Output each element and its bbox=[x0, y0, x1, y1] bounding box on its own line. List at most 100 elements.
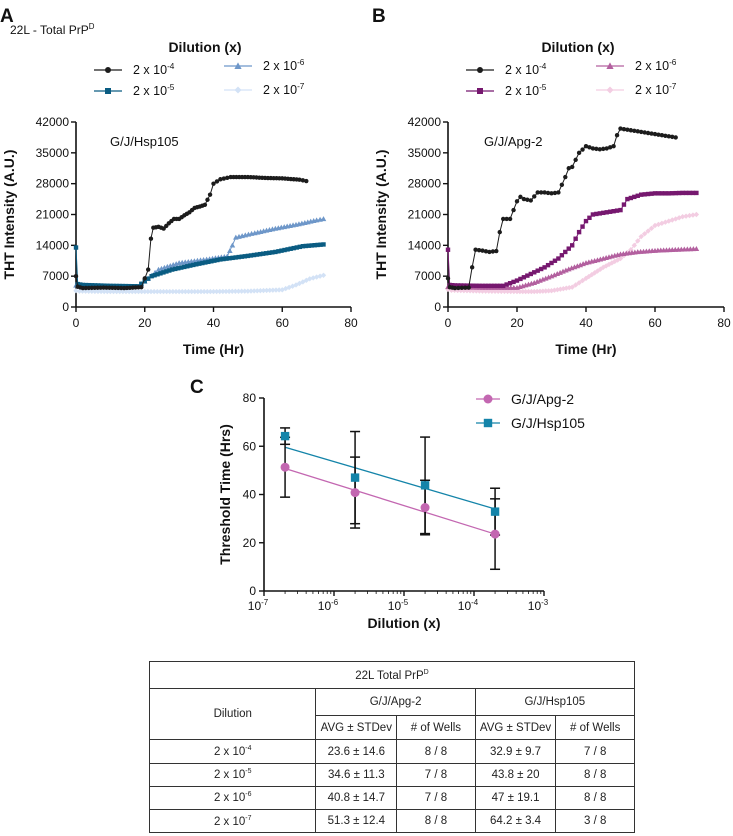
data-point bbox=[245, 288, 251, 294]
data-point bbox=[542, 190, 547, 195]
data-point bbox=[690, 190, 696, 196]
data-point bbox=[163, 288, 170, 295]
series-m7 bbox=[445, 211, 700, 295]
data-point bbox=[486, 288, 492, 294]
data-point bbox=[188, 263, 193, 268]
data-point bbox=[656, 132, 661, 137]
x-tick-label: 10-6 bbox=[318, 598, 339, 613]
table-cell: 47 ± 19.1 bbox=[474, 785, 557, 810]
legend-label: 2 x 10-6 bbox=[635, 58, 677, 73]
x-tick-label: 60 bbox=[276, 316, 290, 330]
legend-label: G/J/Hsp105 bbox=[511, 415, 585, 431]
data-point bbox=[83, 282, 89, 288]
table-cell: 7 / 8 bbox=[396, 762, 476, 787]
y-tick-label: 7000 bbox=[42, 269, 69, 283]
panel-b: B Dilution (x) 2 x 10-4 2 x 10-5 2 x 10-6 2 x… bbox=[372, 6, 731, 357]
data-point bbox=[254, 252, 260, 257]
legend-label: 2 x 10-6 bbox=[263, 58, 305, 73]
data-point bbox=[632, 194, 637, 200]
data-point bbox=[158, 271, 163, 276]
data-point bbox=[123, 283, 128, 289]
data-point bbox=[82, 288, 89, 294]
legend-entry: 2 x 10-4 bbox=[466, 62, 547, 77]
table-row: 2 x 10-7 51.3 ± 12.4 8 / 8 64.2 ± 3.4 3 … bbox=[148, 808, 635, 834]
data-point bbox=[167, 268, 172, 273]
y-tick-label: 21000 bbox=[408, 208, 442, 222]
data-point bbox=[264, 251, 269, 256]
legend-label: 2 x 10-7 bbox=[263, 82, 305, 97]
data-point bbox=[556, 256, 561, 261]
data-point bbox=[625, 127, 630, 132]
data-point bbox=[210, 288, 217, 295]
y-tick-label: 0 bbox=[249, 584, 256, 598]
data-point bbox=[95, 288, 101, 295]
data-point bbox=[670, 191, 675, 196]
data-point bbox=[318, 242, 323, 247]
data-point bbox=[276, 287, 282, 293]
data-point bbox=[167, 288, 173, 295]
data-point bbox=[614, 208, 620, 213]
legend-label: G/J/Apg-2 bbox=[511, 391, 574, 407]
data-point bbox=[563, 285, 569, 291]
data-point bbox=[303, 243, 309, 249]
table-header-apg: G/J/Apg-2 bbox=[315, 688, 476, 717]
data-point bbox=[132, 288, 139, 295]
data-point bbox=[580, 224, 585, 229]
data-point bbox=[525, 288, 532, 295]
data-point bbox=[635, 238, 641, 244]
table-cell: 8 / 8 bbox=[555, 785, 635, 810]
data-point bbox=[218, 257, 223, 262]
data-point bbox=[601, 146, 606, 152]
data-point bbox=[95, 283, 101, 288]
x-tick-label: 60 bbox=[648, 316, 662, 330]
data-point bbox=[521, 196, 527, 202]
table-cell: 51.3 ± 12.4 bbox=[315, 808, 398, 834]
data-point bbox=[420, 481, 430, 490]
data-point bbox=[645, 130, 651, 136]
data-point bbox=[179, 265, 184, 270]
data-point bbox=[528, 288, 535, 295]
panel-title: G/J/Apg-2 bbox=[484, 134, 543, 149]
data-point bbox=[320, 216, 327, 222]
legend-entry: 2 x 10-7 bbox=[224, 82, 305, 97]
data-point bbox=[511, 279, 516, 285]
data-point bbox=[221, 256, 226, 262]
data-point bbox=[466, 285, 471, 290]
legend-label: 2 x 10-5 bbox=[133, 83, 175, 98]
data-point bbox=[232, 288, 239, 295]
data-point bbox=[89, 283, 95, 288]
x-tick-label: 80 bbox=[717, 316, 731, 330]
table-row: 2 x 10-4 23.6 ± 14.6 8 / 8 32.9 ± 9.7 7 … bbox=[148, 739, 635, 764]
data-point bbox=[257, 251, 263, 257]
data-point bbox=[145, 276, 151, 281]
data-point bbox=[628, 128, 634, 133]
data-point bbox=[450, 282, 455, 288]
data-point bbox=[489, 283, 494, 289]
y-axis-label: THT Intensity (A.U.) bbox=[1, 150, 17, 280]
series-m6 bbox=[445, 246, 700, 290]
legend-marker bbox=[606, 86, 614, 94]
series-m4 bbox=[73, 174, 309, 291]
data-point bbox=[569, 284, 575, 290]
data-point bbox=[587, 145, 592, 150]
legend-label: 2 x 10-7 bbox=[635, 82, 677, 97]
legend-marker bbox=[234, 86, 242, 94]
data-point bbox=[511, 207, 516, 213]
data-point bbox=[501, 216, 506, 222]
data-point bbox=[304, 178, 309, 184]
data-point bbox=[191, 262, 196, 268]
data-point bbox=[594, 146, 599, 152]
data-point bbox=[117, 283, 122, 289]
data-point bbox=[507, 216, 513, 222]
table-cell: 40.8 ± 14.7 bbox=[315, 785, 398, 810]
data-point bbox=[639, 129, 644, 135]
table-cell-dilution: 2 x 10-5 bbox=[148, 762, 317, 787]
data-point bbox=[459, 285, 464, 291]
data-point bbox=[656, 191, 661, 196]
data-point bbox=[676, 190, 682, 196]
data-point bbox=[139, 281, 144, 286]
data-point bbox=[215, 257, 220, 263]
data-point bbox=[559, 253, 565, 258]
table-sub-hsp-avg: AVG ± STDev bbox=[474, 715, 557, 741]
data-point bbox=[639, 192, 644, 197]
